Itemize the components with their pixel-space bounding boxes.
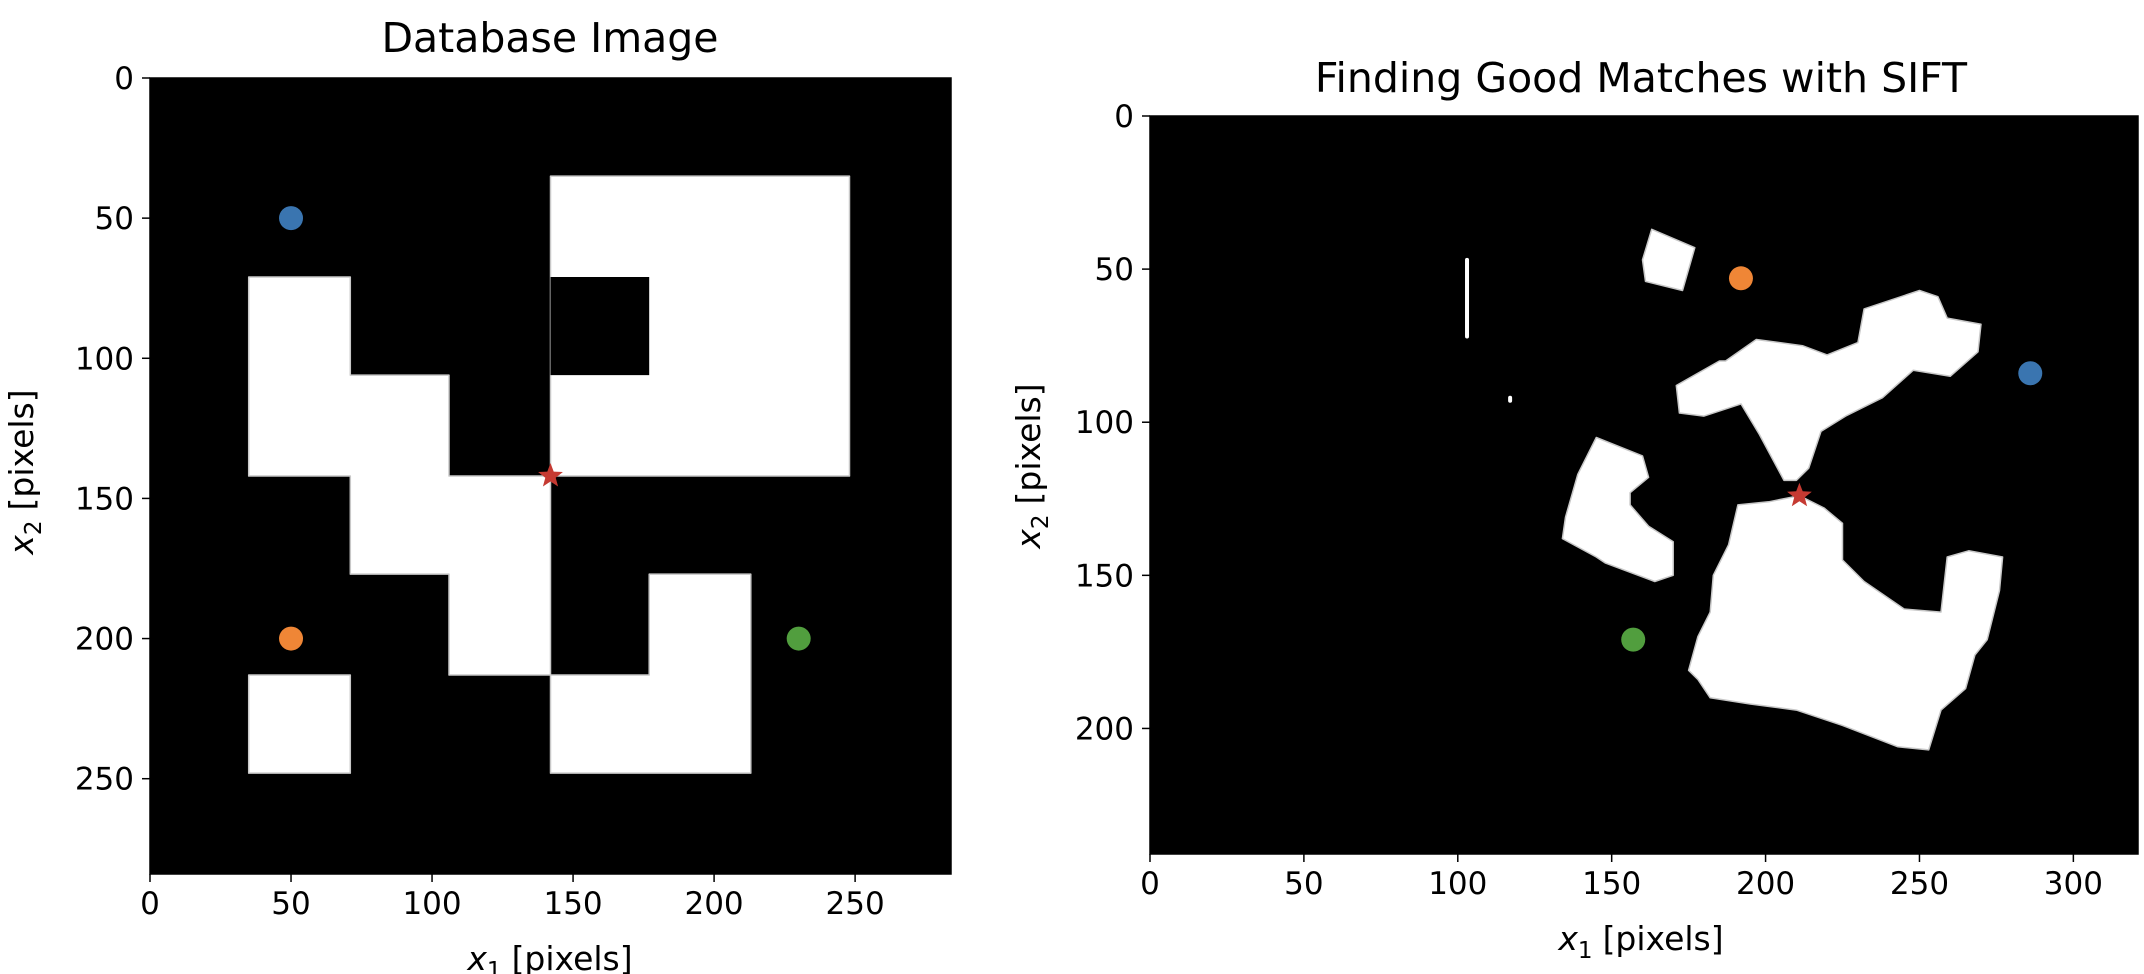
circle-marker: [279, 626, 304, 651]
x-tick-label: 250: [826, 886, 885, 922]
left-white-regions: [247, 175, 851, 774]
white-region: [247, 175, 851, 676]
right-chart-title: Finding Good Matches with SIFT: [1315, 54, 1968, 102]
right-x-ticks: 0 50 100 150 200 250 300: [1140, 854, 2103, 902]
white-region: [549, 573, 752, 774]
y-tick-label: 150: [75, 481, 134, 517]
database-image-panel: Database Image 0 50 100 150 200 250 0 50 100 150…: [2, 14, 952, 974]
y-tick-label: 100: [1075, 405, 1134, 441]
y-tick-label: 150: [1075, 558, 1134, 594]
y-tick-label: 0: [114, 61, 134, 97]
right-image-background: [1150, 116, 2138, 854]
x-tick-label: 0: [140, 886, 160, 922]
circle-marker: [786, 626, 811, 651]
white-region: [1641, 228, 1696, 292]
left-plot-area: [149, 77, 952, 875]
x-tick-label: 50: [1284, 866, 1323, 902]
y-tick-label: 200: [75, 622, 134, 658]
right-axes-frame: [1149, 115, 2139, 855]
circle-marker: [2018, 361, 2043, 386]
y-tick-label: 250: [75, 762, 134, 798]
left-axes-frame: [149, 77, 952, 875]
sift-matches-panel: Finding Good Matches with SIFT 0 50 100 150…: [1009, 54, 2139, 964]
white-region: [1561, 436, 1674, 583]
circle-marker: [1728, 266, 1753, 291]
x-tick-label: 0: [1140, 866, 1160, 902]
white-region: [247, 674, 352, 774]
left-points: [279, 206, 811, 651]
star-marker: [1787, 482, 1812, 507]
y-tick-label: 50: [95, 201, 134, 237]
right-y-ticks: 0 50 100 150 200: [1075, 99, 1150, 747]
y-tick-label: 0: [1114, 99, 1134, 135]
star-marker: [538, 463, 563, 487]
right-x-axis-label: x1 [pixels]: [1557, 919, 1723, 964]
y-tick-label: 100: [75, 341, 134, 377]
right-plot-area: [1149, 115, 2139, 855]
y-tick-label: 200: [1075, 711, 1134, 747]
x-tick-label: 100: [1428, 866, 1487, 902]
circle-marker: [279, 206, 304, 231]
circle-marker: [1621, 627, 1646, 652]
y-tick-label: 50: [1095, 252, 1134, 288]
x-tick-label: 100: [402, 886, 461, 922]
x-tick-label: 50: [271, 886, 310, 922]
black-hole-region: [550, 277, 650, 376]
x-tick-label: 250: [1890, 866, 1949, 902]
x-tick-label: 300: [2044, 866, 2103, 902]
left-x-axis-label: x1 [pixels]: [466, 939, 632, 974]
right-y-axis-label: x2[pixels]: [1009, 383, 1054, 549]
x-tick-label: 150: [1582, 866, 1641, 902]
x-tick-label: 150: [543, 886, 602, 922]
left-chart-title: Database Image: [381, 14, 718, 62]
white-region: [1675, 289, 1982, 482]
left-y-ticks: 0 50 100 150 200 250: [75, 61, 150, 798]
x-tick-label: 200: [1736, 866, 1795, 902]
left-y-axis-label: x2[pixels]: [2, 389, 47, 555]
right-points: [1621, 266, 2043, 652]
left-x-ticks: 0 50 100 150 200 250: [140, 874, 885, 922]
right-white-regions: [1465, 228, 2004, 751]
white-region: [1687, 494, 2004, 751]
x-tick-label: 200: [684, 886, 743, 922]
